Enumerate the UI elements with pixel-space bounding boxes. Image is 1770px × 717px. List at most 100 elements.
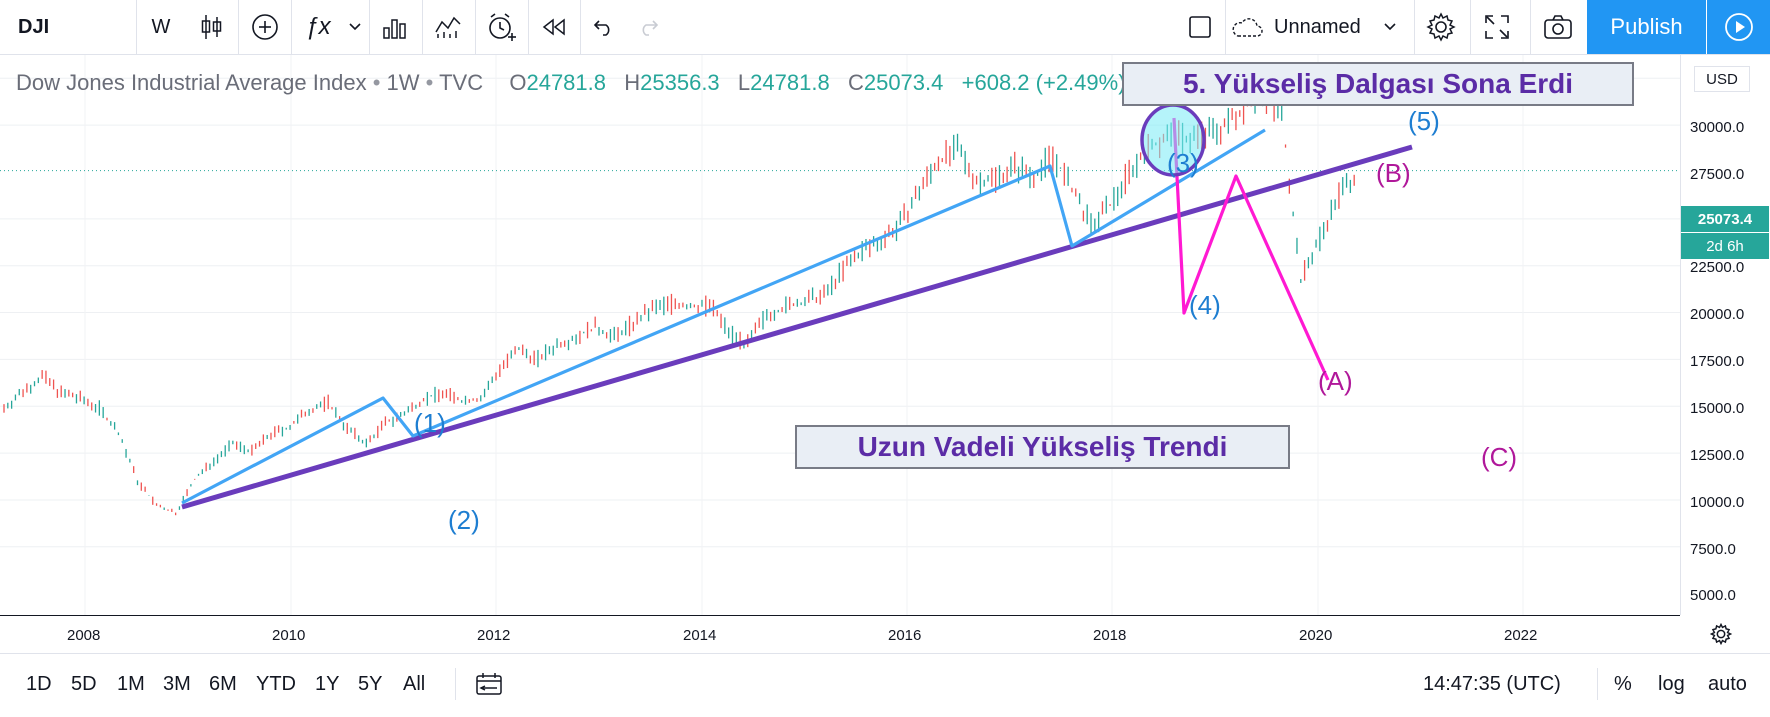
rewind-icon <box>542 18 565 36</box>
range-5y-button[interactable]: 5Y <box>358 673 383 695</box>
time-axis[interactable] <box>0 615 1680 654</box>
wave-3-label[interactable]: (3) <box>1167 148 1199 178</box>
divider <box>422 0 423 54</box>
calendar-range-icon <box>476 672 502 695</box>
symbol-search-button[interactable]: DJI <box>0 0 136 54</box>
undo-button[interactable] <box>582 0 626 54</box>
replay-button[interactable] <box>530 0 578 54</box>
chevron-down-icon <box>1384 23 1396 31</box>
fullscreen-icon <box>1485 15 1509 39</box>
chart-style-button[interactable] <box>190 0 234 54</box>
templates-button[interactable] <box>424 0 472 54</box>
time-tick: 2020 <box>1299 627 1333 644</box>
wave-end-note-text: 5. Yükseliş Dalgası Sona Erdi <box>1182 68 1574 99</box>
range-ytd-button[interactable]: YTD <box>256 673 296 695</box>
legend-source: TVC <box>439 70 484 95</box>
currency-label: USD <box>1706 70 1738 88</box>
wave-c-label[interactable]: (C) <box>1481 442 1518 472</box>
legend-interval: 1W <box>386 70 420 95</box>
divider <box>1530 0 1531 54</box>
divider <box>1414 0 1415 54</box>
alarm-clock-icon <box>489 13 516 41</box>
legend-high-value: 25356.3 <box>640 70 720 95</box>
layout-name: Unnamed <box>1274 15 1361 38</box>
compare-button[interactable] <box>241 0 289 54</box>
percent-scale-button[interactable]: % <box>1614 673 1632 695</box>
publish-button[interactable]: Publish <box>1587 0 1706 54</box>
play-circle-icon <box>1724 13 1753 41</box>
financials-button[interactable] <box>371 0 419 54</box>
price-tick: 20000.0 <box>1690 306 1745 323</box>
auto-scale-button[interactable]: auto <box>1708 673 1747 695</box>
divider <box>580 0 581 54</box>
candles-icon <box>201 15 222 39</box>
divider <box>455 668 456 700</box>
time-tick: 2012 <box>477 627 511 644</box>
range-1m-button[interactable]: 1M <box>117 673 145 695</box>
legend-open-key: O <box>509 70 527 95</box>
plus-circle-icon <box>252 14 278 40</box>
layout-menu-button[interactable]: Unnamed <box>1230 0 1410 54</box>
wave-2-label[interactable]: (2) <box>448 505 480 535</box>
trend-note[interactable]: Uzun Vadeli Yükseliş Trendi <box>795 425 1290 469</box>
range-5d-button[interactable]: 5D <box>71 673 97 695</box>
price-tick: 5000.0 <box>1690 587 1736 604</box>
fullscreen-button[interactable] <box>1472 0 1522 54</box>
top-toolbar: DJI W ƒx <box>0 0 1770 55</box>
divider <box>528 0 529 54</box>
range-all-button[interactable]: All <box>403 673 426 695</box>
bottom-toolbar <box>0 653 1770 717</box>
currency-button[interactable]: USD <box>1694 66 1750 92</box>
alert-button[interactable] <box>477 0 527 54</box>
range-6m-button[interactable]: 6M <box>209 673 237 695</box>
divider <box>1225 0 1226 54</box>
trend-note-text: Uzun Vadeli Yükseliş Trendi <box>857 431 1228 462</box>
wave-a-label[interactable]: (A) <box>1318 366 1353 396</box>
interval-button[interactable]: W <box>137 0 185 54</box>
camera-icon <box>1544 15 1572 39</box>
undo-icon <box>593 20 610 36</box>
log-scale-button[interactable]: log <box>1658 673 1685 695</box>
legend-high-key: H <box>624 70 641 95</box>
legend-change: +608.2 (+2.49%) <box>961 70 1126 95</box>
scale-settings-button[interactable] <box>1700 615 1742 653</box>
indicator-templates-icon <box>435 16 461 38</box>
wave-1-label[interactable]: (1) <box>414 408 446 438</box>
cloud-icon <box>1232 18 1263 37</box>
symbol-label: DJI <box>18 15 50 38</box>
range-1d-button[interactable]: 1D <box>26 673 52 695</box>
legend-title: Dow Jones Industrial Average Index <box>16 70 367 95</box>
chevron-down-icon <box>349 23 361 31</box>
indicators-dropdown[interactable] <box>342 0 368 54</box>
price-tick: 15000.0 <box>1690 400 1745 417</box>
snapshot-button[interactable] <box>1532 0 1584 54</box>
wave-b-label[interactable]: (B) <box>1376 158 1411 188</box>
time-tick: 2018 <box>1093 627 1127 644</box>
clock-timezone-button[interactable]: 14:47:35 (UTC) <box>1423 673 1561 695</box>
select-layout-button[interactable] <box>1177 0 1223 54</box>
symbol-legend: Dow Jones Industrial Average Index • 1W … <box>16 70 1126 96</box>
price-axis[interactable] <box>1680 55 1770 615</box>
indicators-button[interactable]: ƒx <box>294 0 342 54</box>
time-tick: 2008 <box>67 627 101 644</box>
last-price-label: 25073.4 <box>1681 206 1769 232</box>
wave-4-label[interactable]: (4) <box>1189 290 1221 320</box>
play-button[interactable] <box>1707 0 1770 54</box>
date-range-button[interactable] <box>475 653 505 716</box>
range-3m-button[interactable]: 3M <box>163 673 191 695</box>
price-tick: 27500.0 <box>1690 166 1745 183</box>
legend-separator: • <box>425 70 440 95</box>
redo-button[interactable] <box>626 0 670 54</box>
function-icon: ƒx <box>305 13 331 40</box>
square-icon <box>1189 16 1211 38</box>
price-chart[interactable] <box>0 55 1680 615</box>
divider <box>1470 0 1471 54</box>
wave-5-label[interactable]: (5) <box>1408 106 1440 136</box>
divider <box>475 0 476 54</box>
wave-end-note[interactable]: 5. Yükseliş Dalgası Sona Erdi <box>1122 62 1634 106</box>
time-tick: 2014 <box>683 627 717 644</box>
price-tick: 12500.0 <box>1690 447 1745 464</box>
legend-close-key: C <box>847 70 864 95</box>
range-1y-button[interactable]: 1Y <box>315 673 340 695</box>
settings-button[interactable] <box>1416 0 1466 54</box>
